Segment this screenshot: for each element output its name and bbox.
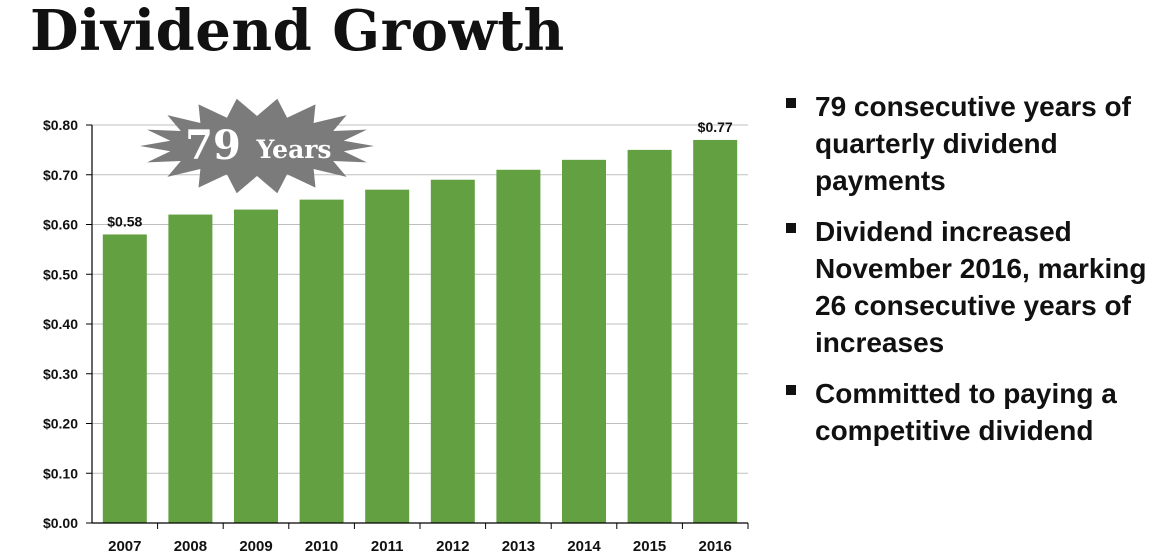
y-tick-label: $0.30 bbox=[43, 366, 78, 382]
bar bbox=[365, 189, 410, 524]
y-tick-label: $0.40 bbox=[43, 316, 78, 332]
x-tick-label: 2009 bbox=[239, 538, 272, 555]
y-tick-label: $0.50 bbox=[43, 266, 78, 282]
badge-number: 79 bbox=[185, 122, 241, 169]
x-tick-label: 2014 bbox=[567, 538, 601, 555]
y-tick-label: $0.00 bbox=[43, 515, 78, 531]
page-title: Dividend Growth bbox=[30, 0, 565, 64]
bar bbox=[627, 149, 672, 523]
x-tick-label: 2010 bbox=[305, 538, 338, 555]
bullet-item: Dividend increased November 2016, markin… bbox=[782, 213, 1166, 361]
bar bbox=[496, 169, 541, 523]
bar bbox=[562, 159, 606, 523]
bar bbox=[168, 214, 213, 524]
square-bullet-icon bbox=[786, 223, 796, 233]
bullet-text: Committed to paying a competitive divide… bbox=[815, 378, 1117, 446]
y-tick-label: $0.60 bbox=[43, 217, 78, 233]
bar bbox=[430, 179, 475, 523]
y-tick-label: $0.20 bbox=[43, 416, 78, 432]
badge-word: Years bbox=[255, 135, 331, 164]
data-label: $0.77 bbox=[698, 119, 733, 135]
y-tick-label: $0.80 bbox=[43, 117, 78, 133]
bullet-list: 79 consecutive years of quarterly divide… bbox=[782, 88, 1166, 463]
square-bullet-icon bbox=[786, 98, 796, 108]
data-labels: $0.58 $0.77 bbox=[107, 119, 733, 230]
bullet-text: Dividend increased November 2016, markin… bbox=[815, 216, 1147, 358]
x-tick-label: 2015 bbox=[633, 538, 666, 555]
x-tick-label: 2011 bbox=[371, 538, 404, 555]
starburst-shape bbox=[140, 98, 374, 194]
bar bbox=[693, 139, 738, 524]
x-tick-label: 2013 bbox=[502, 538, 535, 555]
years-badge: 79 Years bbox=[140, 98, 374, 194]
x-tick-label: 2008 bbox=[174, 538, 207, 555]
x-tick-label: 2007 bbox=[108, 538, 141, 555]
data-label: $0.58 bbox=[107, 213, 142, 229]
bar bbox=[102, 234, 147, 523]
bar bbox=[234, 209, 278, 523]
bars bbox=[102, 139, 738, 524]
x-tick-label: 2012 bbox=[436, 538, 469, 555]
bullet-text: 79 consecutive years of quarterly divide… bbox=[815, 91, 1131, 196]
x-tick-label: 2016 bbox=[699, 538, 732, 555]
dividend-bar-chart: $0.00 $0.10 $0.20 $0.30 $0.40 $0.50 $0.60 $0.70… bbox=[43, 98, 749, 555]
bar bbox=[299, 199, 344, 523]
square-bullet-icon bbox=[786, 385, 796, 395]
bullet-item: 79 consecutive years of quarterly divide… bbox=[782, 88, 1166, 199]
axes bbox=[86, 124, 749, 529]
x-tick-labels: 2007 2008 2009 2010 2011 2012 2013 2014 2015 2016 bbox=[108, 538, 732, 555]
y-tick-label: $0.70 bbox=[43, 167, 78, 183]
y-tick-label: $0.10 bbox=[43, 465, 78, 481]
y-tick-labels: $0.00 $0.10 $0.20 $0.30 $0.40 $0.50 $0.60 $0.70… bbox=[43, 117, 78, 531]
bullet-item: Committed to paying a competitive divide… bbox=[782, 375, 1166, 449]
